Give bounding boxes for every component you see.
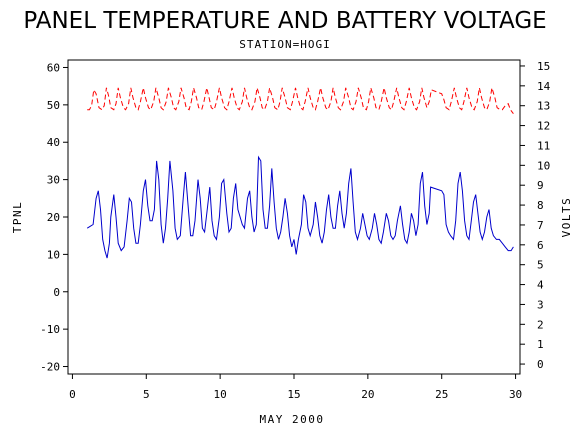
y-axis-left-label: TPNL [11,201,24,234]
series-line-volts [87,87,514,114]
y-right-tick-label: 3 [537,298,544,311]
x-axis: 0 5 10 15 20 25 30 [69,374,522,401]
y-right-tick-label: 12 [537,120,550,133]
chart-title: PANEL TEMPERATURE AND BATTERY VOLTAGE [23,8,546,34]
y-left-tick-label: -10 [40,323,60,336]
y-axis-left: -20 -10 0 10 20 30 40 50 60 [40,61,68,374]
y-right-tick-label: 15 [537,60,550,73]
y-left-tick-label: 20 [47,211,60,224]
y-left-tick-label: 0 [53,286,60,299]
y-right-tick-label: 11 [537,139,550,152]
y-axis-right-label: VOLTS [560,197,570,238]
y-left-tick-label: 50 [47,99,60,112]
y-right-tick-label: 0 [537,358,544,371]
x-tick-label: 0 [69,388,76,401]
x-axis-label: MAY 2000 [260,413,325,426]
y-right-tick-label: 2 [537,318,544,331]
y-left-tick-label: 10 [47,248,60,261]
y-right-tick-label: 5 [537,259,544,272]
y-right-tick-label: 9 [537,179,544,192]
x-tick-label: 10 [214,388,227,401]
y-left-tick-label: -20 [40,361,60,374]
y-right-tick-label: 13 [537,100,550,113]
y-left-tick-label: 60 [47,61,60,74]
y-right-tick-label: 1 [537,338,544,351]
series-layer [86,87,514,259]
y-right-tick-label: 14 [537,80,551,93]
y-right-tick-label: 8 [537,199,544,212]
x-tick-label: 5 [143,388,150,401]
y-right-tick-label: 6 [537,239,544,252]
y-left-tick-label: 40 [47,136,60,149]
x-tick-label: 20 [361,388,374,401]
x-tick-label: 30 [509,388,522,401]
y-left-tick-label: 30 [47,174,60,187]
y-right-tick-label: 4 [537,279,544,292]
chart-subtitle: STATION=HOGI [239,38,330,51]
series-line-tpnl [86,155,514,259]
y-right-tick-label: 10 [537,159,550,172]
x-tick-label: 25 [435,388,448,401]
y-right-tick-label: 7 [537,219,544,232]
x-tick-label: 15 [287,388,300,401]
